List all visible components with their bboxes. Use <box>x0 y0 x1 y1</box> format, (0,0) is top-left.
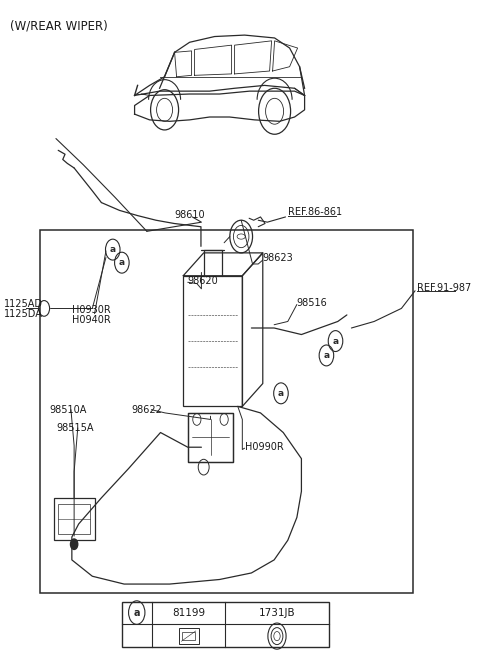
Bar <box>54 498 95 541</box>
Text: 1125AD: 1125AD <box>4 300 43 310</box>
Bar <box>182 632 195 640</box>
Text: 98620: 98620 <box>188 276 218 286</box>
Bar <box>179 628 199 644</box>
Text: H0940R: H0940R <box>72 315 110 325</box>
Bar <box>183 276 242 406</box>
Text: 98610: 98610 <box>174 210 205 220</box>
Text: 81199: 81199 <box>172 607 205 617</box>
Text: (W/REAR WIPER): (W/REAR WIPER) <box>11 20 108 33</box>
Text: a: a <box>110 245 116 254</box>
Text: 1731JB: 1731JB <box>259 607 295 617</box>
Text: a: a <box>324 351 329 360</box>
Text: 98515A: 98515A <box>56 423 94 433</box>
Text: 98623: 98623 <box>263 253 294 263</box>
Circle shape <box>71 539 78 550</box>
Text: 98510A: 98510A <box>49 405 86 415</box>
Text: a: a <box>133 607 140 617</box>
Text: a: a <box>333 337 338 346</box>
Text: H0990R: H0990R <box>245 442 283 452</box>
Text: a: a <box>278 389 284 398</box>
Bar <box>188 413 233 462</box>
Bar <box>40 230 413 592</box>
Text: REF.86-861: REF.86-861 <box>288 207 342 216</box>
Text: 98516: 98516 <box>297 298 328 308</box>
Text: H0930R: H0930R <box>72 305 110 316</box>
Bar <box>122 602 329 647</box>
Text: REF.91-987: REF.91-987 <box>417 283 471 293</box>
Bar <box>58 504 90 534</box>
Text: a: a <box>119 258 125 267</box>
Text: 98622: 98622 <box>131 405 162 415</box>
Text: 1125DA: 1125DA <box>4 309 43 319</box>
